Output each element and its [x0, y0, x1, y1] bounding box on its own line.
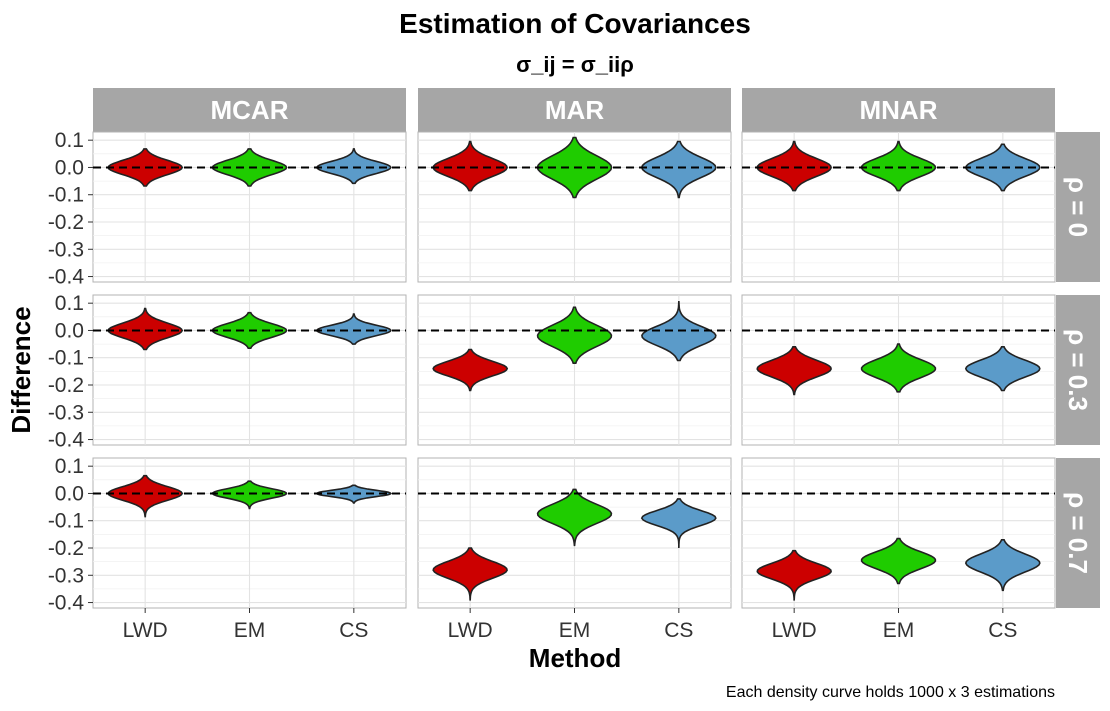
violin-mnar-row-2-lwd — [756, 346, 832, 396]
strip-row-1 — [1056, 132, 1100, 282]
strip-row-label-3: ρ = 0.7 — [1063, 492, 1093, 574]
violin-mar-row-3-cs — [640, 498, 717, 549]
x-tick-label-lwd: LWD — [123, 619, 168, 642]
x-axis-title: Method — [529, 643, 621, 673]
y-tick-label: -0.3 — [48, 238, 84, 261]
x-tick-label-em: EM — [883, 619, 915, 642]
y-axis-title: Difference — [6, 306, 36, 433]
violin-mnar-row-3-lwd — [756, 549, 832, 601]
violin-mnar-row-3-em — [860, 537, 937, 585]
violin-mnar-row-3-cs — [964, 539, 1041, 592]
y-tick-label: 0.1 — [55, 455, 84, 478]
facet-grid: MCAR MAR MNAR ρ = 0 ρ = 0.3 ρ = 0.7 0.1 0.0 -0.1… — [48, 88, 1100, 642]
strip-label-mcar: MCAR — [211, 95, 289, 125]
violin-mnar-row-2-cs — [964, 346, 1041, 392]
violin-mcar-row-2-cs — [315, 313, 392, 345]
violin-mar-row-2-em — [536, 306, 613, 364]
y-tick-label: -0.4 — [48, 266, 85, 289]
violin-mar-row-3-lwd — [432, 547, 508, 601]
y-tick-label: -0.3 — [48, 401, 84, 424]
violin-mnar-row-2-em — [860, 343, 937, 393]
strip-label-mnar: MNAR — [860, 95, 938, 125]
y-tick-label: -0.1 — [48, 184, 84, 207]
y-tick-label: -0.1 — [48, 347, 84, 370]
chart-caption: Each density curve holds 1000 x 3 estima… — [726, 684, 1055, 701]
y-tick-label: -0.2 — [48, 211, 84, 234]
y-tick-label: -0.2 — [48, 374, 84, 397]
x-tick-label-lwd: LWD — [772, 619, 817, 642]
violin-mnar-row-1-em — [860, 140, 937, 192]
violin-mar-row-1-lwd — [432, 140, 508, 192]
violin-mnar-row-1-lwd — [756, 140, 832, 192]
strip-row-label-1: ρ = 0 — [1063, 177, 1093, 237]
chart-title: Estimation of Covariances — [399, 8, 751, 39]
y-tick-label: -0.4 — [48, 592, 85, 615]
strip-label-mar: MAR — [545, 95, 604, 125]
violin-mar-row-3-em — [536, 488, 613, 547]
x-tick-label-lwd: LWD — [448, 619, 493, 642]
y-tick-label: 0.0 — [55, 482, 84, 505]
y-tick-label: 0.1 — [55, 292, 84, 315]
x-tick-label-cs: CS — [988, 619, 1017, 642]
strip-row-label-2: ρ = 0.3 — [1063, 329, 1093, 411]
chart-subtitle: σ_ij = σ_iiρ — [516, 52, 634, 77]
y-tick-label: -0.4 — [48, 429, 85, 452]
violin-mcar-row-3-em — [211, 480, 288, 510]
violin-mcar-row-2-lwd — [107, 307, 184, 351]
y-tick-label: 0.0 — [55, 319, 84, 342]
strip-row-3 — [1056, 458, 1100, 608]
x-tick-label-em: EM — [234, 619, 266, 642]
y-tick-label: -0.1 — [48, 510, 84, 533]
y-tick-label: -0.2 — [48, 537, 84, 560]
violin-mcar-row-1-cs — [315, 148, 392, 185]
strip-mnar — [742, 88, 1055, 132]
x-tick-label-cs: CS — [339, 619, 368, 642]
violin-mar-row-2-lwd — [432, 348, 509, 392]
strip-mcar — [93, 88, 406, 132]
strip-row-2 — [1056, 295, 1100, 445]
y-tick-label: -0.3 — [48, 564, 84, 587]
strip-mar — [418, 88, 731, 132]
y-tick-label: 0.1 — [55, 129, 84, 152]
y-tick-label: 0.0 — [55, 156, 84, 179]
x-tick-label-cs: CS — [664, 619, 693, 642]
violin-mcar-row-3-lwd — [107, 474, 184, 518]
x-tick-label-em: EM — [559, 619, 591, 642]
violin-mar-row-1-cs — [640, 140, 717, 199]
